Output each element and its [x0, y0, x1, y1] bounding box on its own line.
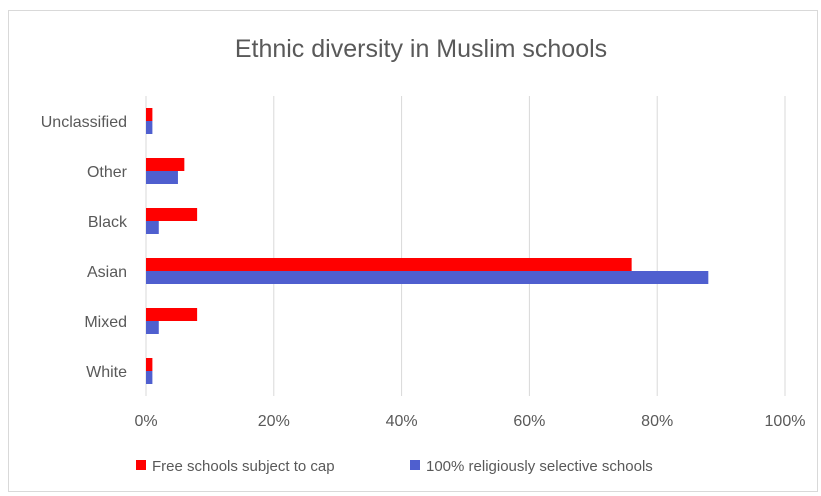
- bar: [146, 171, 178, 184]
- legend-swatch: [410, 460, 420, 470]
- bar: [146, 371, 153, 384]
- legend-swatch: [136, 460, 146, 470]
- bar: [146, 208, 198, 221]
- x-tick-label: 80%: [641, 413, 673, 430]
- x-tick-label: 60%: [513, 413, 545, 430]
- x-tick-label: 100%: [765, 413, 806, 430]
- bar: [146, 108, 153, 121]
- bar: [146, 158, 185, 171]
- bar: [146, 271, 709, 284]
- bar: [146, 121, 153, 134]
- x-tick-label: 20%: [258, 413, 290, 430]
- bar: [146, 258, 632, 271]
- chart-frame: [8, 10, 818, 492]
- y-tick-label: White: [86, 364, 127, 381]
- y-tick-label: Other: [87, 164, 128, 181]
- x-tick-label: 0%: [134, 413, 157, 430]
- bar: [146, 308, 198, 321]
- y-tick-label: Black: [88, 214, 128, 231]
- legend-label: Free schools subject to cap: [152, 458, 335, 475]
- chart-title: Ethnic diversity in Muslim schools: [235, 35, 607, 63]
- y-tick-label: Asian: [87, 264, 127, 281]
- bar: [146, 221, 159, 234]
- y-tick-label: Unclassified: [41, 114, 127, 131]
- x-tick-label: 40%: [386, 413, 418, 430]
- bar: [146, 321, 159, 334]
- bar: [146, 358, 153, 371]
- legend-label: 100% religiously selective schools: [426, 458, 653, 475]
- y-tick-label: Mixed: [84, 314, 127, 331]
